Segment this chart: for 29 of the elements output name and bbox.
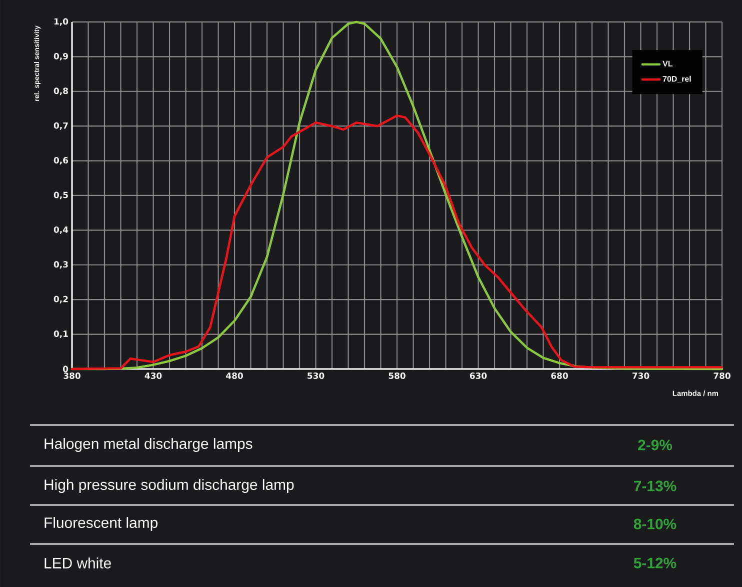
y-tick-label: 0,8	[54, 88, 68, 96]
text: High pressure sodium discharge lamp	[44, 479, 294, 493]
y-tick-label: 0,5	[54, 192, 68, 200]
text: LED white	[44, 558, 111, 568]
x-tick-label: 780	[714, 372, 730, 379]
x-tick-label: 530	[308, 372, 324, 379]
line-series	[70, 20, 724, 370]
text: 7-13%	[634, 480, 676, 492]
y-tick-label: 0,6	[54, 157, 68, 165]
text: 2-9%	[638, 440, 672, 450]
y-tick-label: 0,1	[54, 330, 68, 338]
y-tick-label: 0,9	[54, 52, 68, 60]
x-tick-label: 630	[470, 372, 487, 379]
x-tick-label: 430	[144, 372, 162, 379]
y-tick-label: 0,7	[54, 122, 68, 130]
y-tick-label: 0,3	[54, 261, 68, 269]
y-tick-label: 0,2	[54, 296, 68, 304]
text: 5-12%	[634, 558, 676, 568]
y-tick-label: 0,4	[54, 226, 68, 234]
x-tick-label: 480	[226, 372, 243, 379]
x-tick-label: 580	[388, 372, 406, 379]
x-tick-label: 730	[632, 372, 650, 379]
text: 8-10%	[634, 518, 676, 530]
x-tick-label: 680	[551, 372, 568, 379]
text: Fluorescent lamp	[44, 517, 158, 531]
text: Halogen metal discharge lamps	[44, 438, 252, 452]
y-tick-label: 0	[63, 366, 68, 372]
x-tick-label: 380	[64, 372, 80, 379]
y-tick-label: 1,0	[54, 18, 68, 26]
